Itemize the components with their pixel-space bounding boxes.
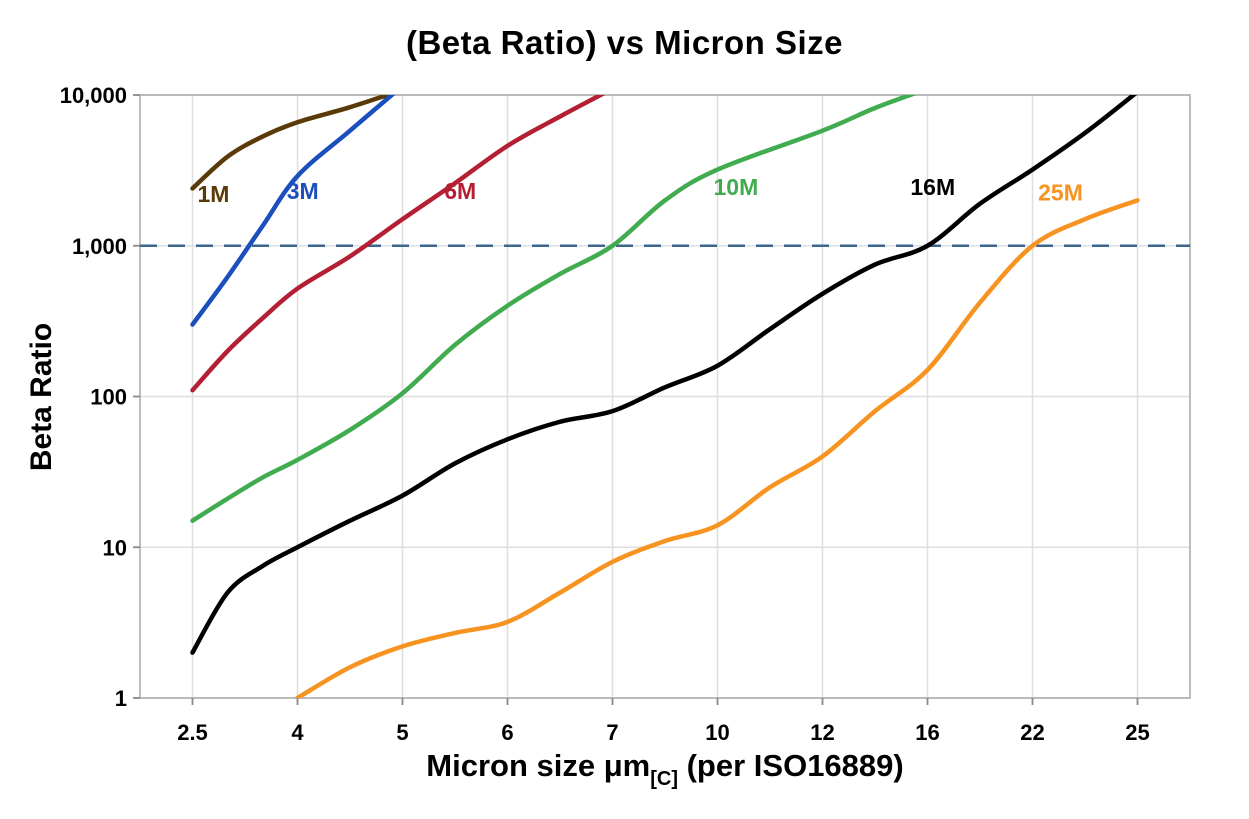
series-line-25M — [295, 198, 1140, 698]
y-tick-label: 1,000 — [72, 234, 127, 259]
x-tick-label: 22 — [1020, 720, 1044, 745]
series-line-10M — [190, 95, 917, 523]
x-tick-label: 5 — [396, 720, 408, 745]
x-tick-label: 25 — [1125, 720, 1149, 745]
series-line-3M — [190, 95, 396, 327]
x-axis-title-subscript: [C] — [650, 768, 678, 790]
x-tick-label: 16 — [915, 720, 939, 745]
series-label-3M: 3M — [287, 178, 319, 204]
series-label-1M: 1M — [198, 181, 230, 207]
series-line-1M — [190, 95, 395, 191]
x-tick-label: 4 — [291, 720, 304, 745]
x-axis-title-main: Micron size μm — [426, 748, 651, 783]
x-tick-label: 10 — [705, 720, 729, 745]
x-axis-title-suffix: (per ISO16889) — [678, 748, 904, 783]
x-tick-label: 2.5 — [177, 720, 208, 745]
y-tick-label: 10,000 — [60, 83, 127, 108]
y-tick-label: 1 — [115, 686, 127, 711]
x-axis-title: Micron size μm[C] (per ISO16889) — [140, 748, 1190, 791]
chart-title: (Beta Ratio) vs Micron Size — [405, 24, 844, 61]
series-label-16M: 16M — [910, 174, 955, 200]
series-label-25M: 25M — [1038, 180, 1083, 206]
x-tick-label: 6 — [501, 720, 513, 745]
y-tick-label: 10 — [103, 535, 127, 560]
series-label-10M: 10M — [714, 174, 759, 200]
x-tick-label: 7 — [606, 720, 618, 745]
series-line-16M — [190, 95, 1138, 655]
y-tick-label: 100 — [90, 385, 127, 410]
series-label-6M: 6M — [444, 178, 476, 204]
series-line-6M — [190, 95, 606, 393]
series-curves — [190, 95, 1140, 698]
x-tick-label: 12 — [810, 720, 834, 745]
